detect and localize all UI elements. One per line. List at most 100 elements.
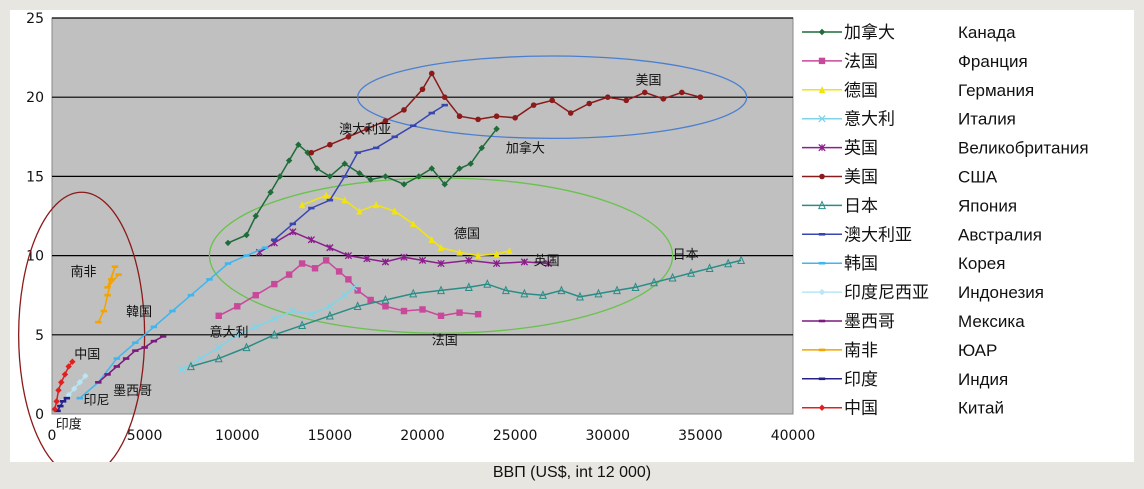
- legend-marker: [818, 115, 826, 123]
- data-point: [95, 320, 102, 324]
- data-point: [467, 160, 474, 167]
- series-3: [178, 283, 358, 374]
- data-point: [57, 404, 64, 408]
- legend-item: 中国 Китай: [802, 399, 1004, 419]
- legend-translation: Франция: [958, 52, 1028, 71]
- legend-item: 印度尼西亚 Индонезия: [802, 283, 1044, 303]
- data-point: [326, 198, 334, 202]
- data-point: [382, 303, 389, 310]
- data-point: [567, 110, 574, 116]
- data-point: [557, 285, 566, 295]
- data-point: [415, 173, 422, 180]
- legend-translation: Япония: [958, 196, 1017, 215]
- legend-translation: Австралия: [958, 225, 1042, 244]
- legend-marker: [819, 173, 825, 180]
- data-point: [169, 309, 176, 313]
- data-point: [122, 357, 130, 360]
- legend-item: 日本 Япония: [802, 196, 1017, 216]
- legend-label: 美国: [844, 168, 878, 188]
- data-point: [506, 247, 513, 255]
- data-point: [178, 365, 186, 374]
- data-point: [737, 255, 746, 265]
- data-point: [295, 141, 302, 148]
- legend-item: 美国 США: [802, 168, 998, 188]
- data-point: [132, 349, 139, 352]
- data-point: [353, 301, 362, 310]
- data-point: [400, 181, 408, 188]
- x-axis-title: ВВП (US$, int 12 000): [492, 464, 652, 481]
- data-point: [428, 165, 435, 172]
- data-point: [401, 107, 407, 113]
- data-point: [53, 398, 60, 405]
- legend-translation: Германия: [958, 81, 1034, 100]
- legend-label: 中国: [844, 399, 878, 419]
- data-point: [298, 260, 306, 267]
- legend-label: 德国: [844, 81, 878, 101]
- legend-label: 英国: [844, 139, 878, 159]
- data-point: [544, 259, 553, 268]
- data-point: [400, 307, 408, 315]
- data-point: [311, 265, 319, 272]
- legend-item: 法国 Франция: [802, 52, 1028, 72]
- legend-item: 韩国 Корея: [802, 254, 1005, 274]
- data-point: [267, 189, 274, 196]
- data-point: [363, 255, 371, 263]
- series-4: [255, 228, 553, 268]
- data-point: [520, 258, 529, 266]
- legend-translation: США: [958, 168, 998, 187]
- data-point: [586, 100, 593, 107]
- data-point: [100, 309, 108, 313]
- legend-item: 印度 Индия: [802, 370, 1008, 390]
- ellipse-middle-income: [208, 177, 674, 334]
- data-point: [697, 94, 704, 100]
- x-tick-label: 20000: [400, 428, 445, 444]
- data-point: [76, 379, 83, 386]
- legend-item: 墨西哥 Мексика: [802, 312, 1025, 332]
- data-point: [428, 70, 435, 77]
- data-point: [65, 363, 72, 370]
- data-point: [354, 151, 361, 154]
- data-point: [298, 320, 307, 329]
- legend-label: 法国: [844, 52, 878, 72]
- x-tick-label: 30000: [585, 428, 630, 444]
- data-point: [307, 310, 316, 318]
- data-point: [113, 357, 121, 360]
- data-point: [441, 181, 448, 188]
- data-point: [76, 396, 83, 400]
- data-point: [214, 353, 223, 363]
- data-point: [410, 124, 417, 128]
- data-point: [409, 288, 418, 298]
- legend-item: 加拿大 Канада: [802, 22, 1016, 43]
- data-point: [242, 342, 251, 352]
- data-point: [326, 302, 334, 310]
- data-point: [271, 280, 278, 288]
- data-point: [322, 257, 330, 264]
- annotation-label: 南非: [71, 264, 97, 280]
- data-point: [400, 253, 408, 261]
- data-point: [660, 95, 667, 102]
- data-point: [474, 311, 482, 318]
- data-point: [54, 409, 61, 413]
- data-point: [285, 271, 293, 278]
- data-point: [631, 282, 640, 291]
- legend-marker: [818, 200, 826, 210]
- data-point: [465, 256, 473, 265]
- data-point: [475, 116, 481, 123]
- data-point: [575, 291, 584, 301]
- data-point: [150, 325, 158, 329]
- data-point: [313, 165, 321, 172]
- legend-translation: Корея: [958, 254, 1005, 273]
- data-point: [512, 114, 518, 121]
- data-point: [270, 315, 278, 323]
- data-point: [679, 89, 685, 96]
- annotation-label: 德国: [454, 227, 480, 242]
- data-point: [410, 220, 417, 228]
- data-point: [437, 285, 446, 295]
- data-point: [437, 243, 445, 251]
- data-point: [492, 259, 501, 268]
- data-point: [108, 278, 115, 281]
- legend-translation: Индия: [958, 370, 1008, 389]
- annotation-label: 印尼: [83, 393, 109, 408]
- legend-label: 日本: [844, 196, 878, 216]
- legend-label: 印度尼西亚: [844, 283, 929, 303]
